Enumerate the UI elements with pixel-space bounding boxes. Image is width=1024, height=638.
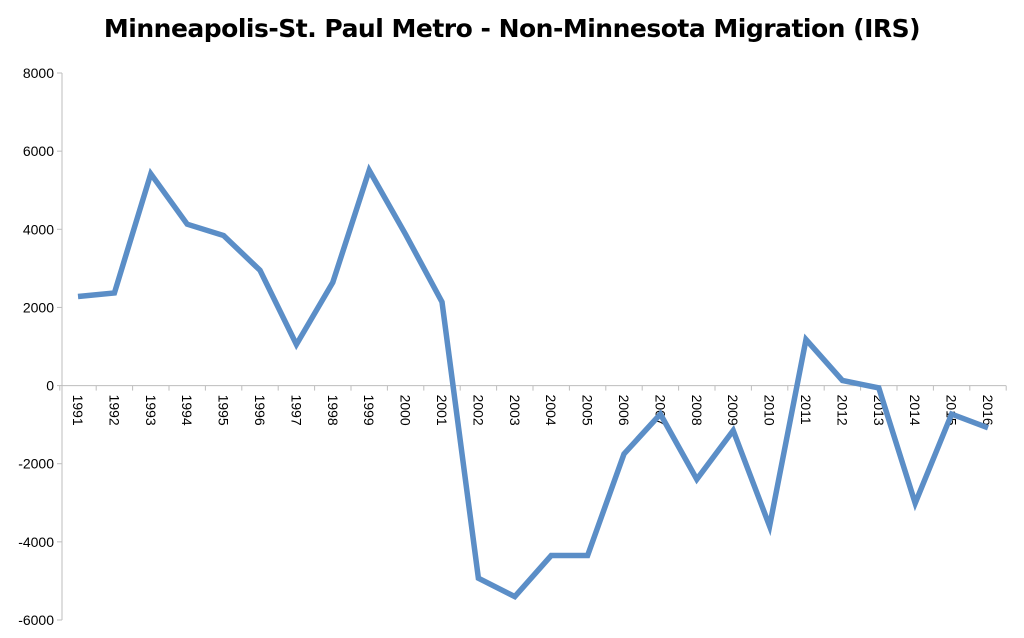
x-tick-label: 1997 xyxy=(288,395,304,426)
x-tick-label: 2004 xyxy=(543,395,559,426)
x-axis: 1991 1992 1993 1994 1995 1996 1997 1998 1999 2000… xyxy=(59,385,1007,426)
x-tick-label: 2009 xyxy=(725,395,741,426)
y-tick-label: -2000 xyxy=(18,456,54,472)
x-tick-label: 1999 xyxy=(361,395,377,426)
x-tick-label: 2012 xyxy=(834,395,850,426)
x-tick-label: 2010 xyxy=(762,395,778,426)
x-tick-label: 2003 xyxy=(507,395,523,426)
y-tick-label: 2000 xyxy=(23,299,54,315)
y-tick-label: -4000 xyxy=(18,534,54,550)
x-tick-label: 2000 xyxy=(398,395,414,426)
y-tick-label: -6000 xyxy=(18,612,54,628)
x-tick-label: 1993 xyxy=(143,395,159,426)
series-group xyxy=(77,163,989,601)
x-tick-label: 1995 xyxy=(216,395,232,426)
x-tick-label: 1998 xyxy=(325,395,341,426)
chart-title: Minneapolis-St. Paul Metro - Non-Minneso… xyxy=(103,14,921,43)
x-tick-label: 2006 xyxy=(616,395,632,426)
y-axis: 8000 6000 4000 2000 0 -2000 -4000 -6000 xyxy=(18,65,63,628)
x-tick-label: 2014 xyxy=(907,395,923,426)
x-tick-label: 1994 xyxy=(179,395,195,426)
x-tick-label: 2005 xyxy=(580,395,596,426)
y-tick-label: 8000 xyxy=(23,65,54,81)
y-tick-label: 4000 xyxy=(23,221,54,237)
x-tick-label: 2001 xyxy=(434,395,450,426)
y-tick-label: 6000 xyxy=(23,143,54,159)
x-tick-label: 1992 xyxy=(106,395,122,426)
series-line xyxy=(77,163,989,601)
x-tick-label: 2016 xyxy=(980,395,996,426)
x-tick-label: 2011 xyxy=(798,395,814,425)
y-tick-label: 0 xyxy=(46,378,54,394)
x-tick-label: 1991 xyxy=(70,395,86,426)
x-tick-label: 2002 xyxy=(470,395,486,426)
x-tick-label: 2008 xyxy=(689,395,705,426)
x-tick-label: 1996 xyxy=(252,395,268,426)
